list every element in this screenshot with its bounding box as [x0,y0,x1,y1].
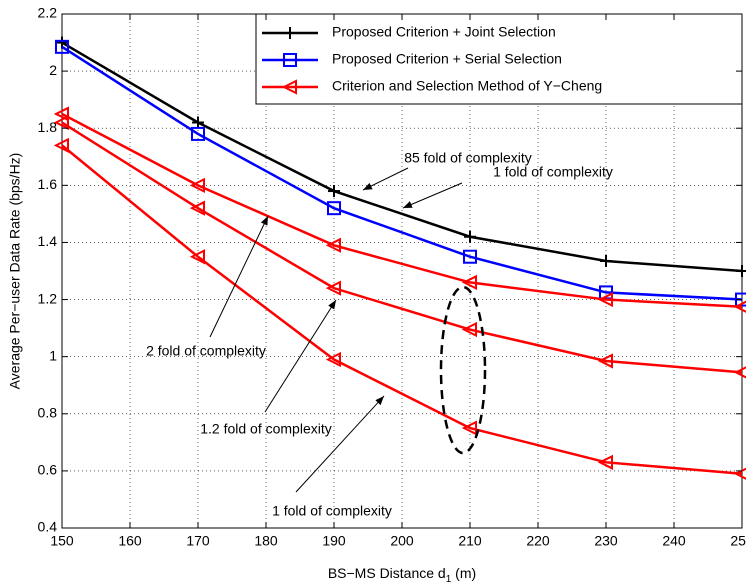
marker [597,454,613,470]
marker [328,185,340,198]
marker [56,36,68,49]
y-tick-label: 1.4 [38,233,58,249]
marker [189,177,205,193]
marker [733,366,746,379]
x-tick-label: 170 [186,533,210,549]
annotation: 1 fold of complexity [272,503,392,519]
x-tick-label: 210 [458,533,482,549]
y-tick-label: 0.8 [38,404,58,420]
marker [463,249,477,264]
marker [464,230,476,243]
y-tick-label: 2.2 [38,5,58,21]
x-tick-label: 160 [118,533,142,549]
x-tick-label: 250 [730,533,746,549]
x-tick-label: 230 [594,533,618,549]
y-tick-label: 2 [49,62,57,78]
x-axis-label: BS−MS Distance d1 (m) [328,565,476,585]
marker [191,126,205,141]
arrow [402,182,463,209]
highlight-ellipse [439,285,487,455]
series-line [61,41,743,273]
marker [189,249,205,265]
y-tick-label: 1.8 [38,119,58,135]
arrow [209,215,269,338]
marker [461,321,477,338]
legend-label: Proposed Criterion + Joint Selection [332,24,556,40]
x-label-part: (m) [451,565,476,581]
y-tick-label: 1.2 [38,290,58,306]
series-line [61,144,743,475]
x-label-part: BS−MS Distance d [328,565,446,581]
marker [327,201,341,216]
series-line [61,45,743,301]
legend-label: Proposed Criterion + Serial Selection [332,51,562,67]
y-tick-label: 1 [49,347,57,363]
series-line [61,112,743,308]
arrow [264,299,337,413]
x-tick-label: 200 [390,533,414,549]
marker [325,237,341,253]
annotation: 1.2 fold of complexity [200,421,332,437]
plot-area [53,36,746,480]
series-line [61,121,743,374]
legend: Proposed Criterion + Joint Selection Prop… [255,13,743,105]
annotation: 2 fold of complexity [146,343,266,359]
marker [284,27,296,39]
annotations [209,167,463,493]
marker [53,114,69,131]
marker [597,353,613,369]
marker [281,79,297,95]
y-tick-label: 1.6 [38,176,58,192]
marker [461,420,477,436]
arrow [295,395,385,493]
x-tick-label: 240 [662,533,686,549]
arrow [362,167,409,191]
y-tick-label: 0.6 [38,462,58,478]
marker [325,280,341,296]
legend-box [255,13,743,105]
marker [53,137,69,153]
marker [600,255,612,268]
marker [736,265,746,277]
marker [283,53,297,67]
y-axis-label: Average Per−user Data Rate (bps/Hz) [7,153,23,390]
marker [189,200,205,216]
annotation: 1 fold of complexity [493,164,613,180]
marker [53,106,69,122]
marker [55,39,69,54]
marker [733,300,746,313]
x-tick-label: 180 [254,533,278,549]
x-tick-label: 150 [50,533,74,549]
marker [461,274,477,291]
marker [192,116,204,129]
legend-label: Criterion and Selection Method of Y−Chen… [332,78,602,94]
marker [597,291,613,308]
y-tick-label: 0.4 [38,519,58,535]
x-label-subscript: 1 [446,574,452,585]
x-tick-label: 220 [526,533,550,549]
annotation: 85 fold of complexity [404,150,532,166]
x-tick-label: 190 [322,533,346,549]
marker [325,351,341,368]
